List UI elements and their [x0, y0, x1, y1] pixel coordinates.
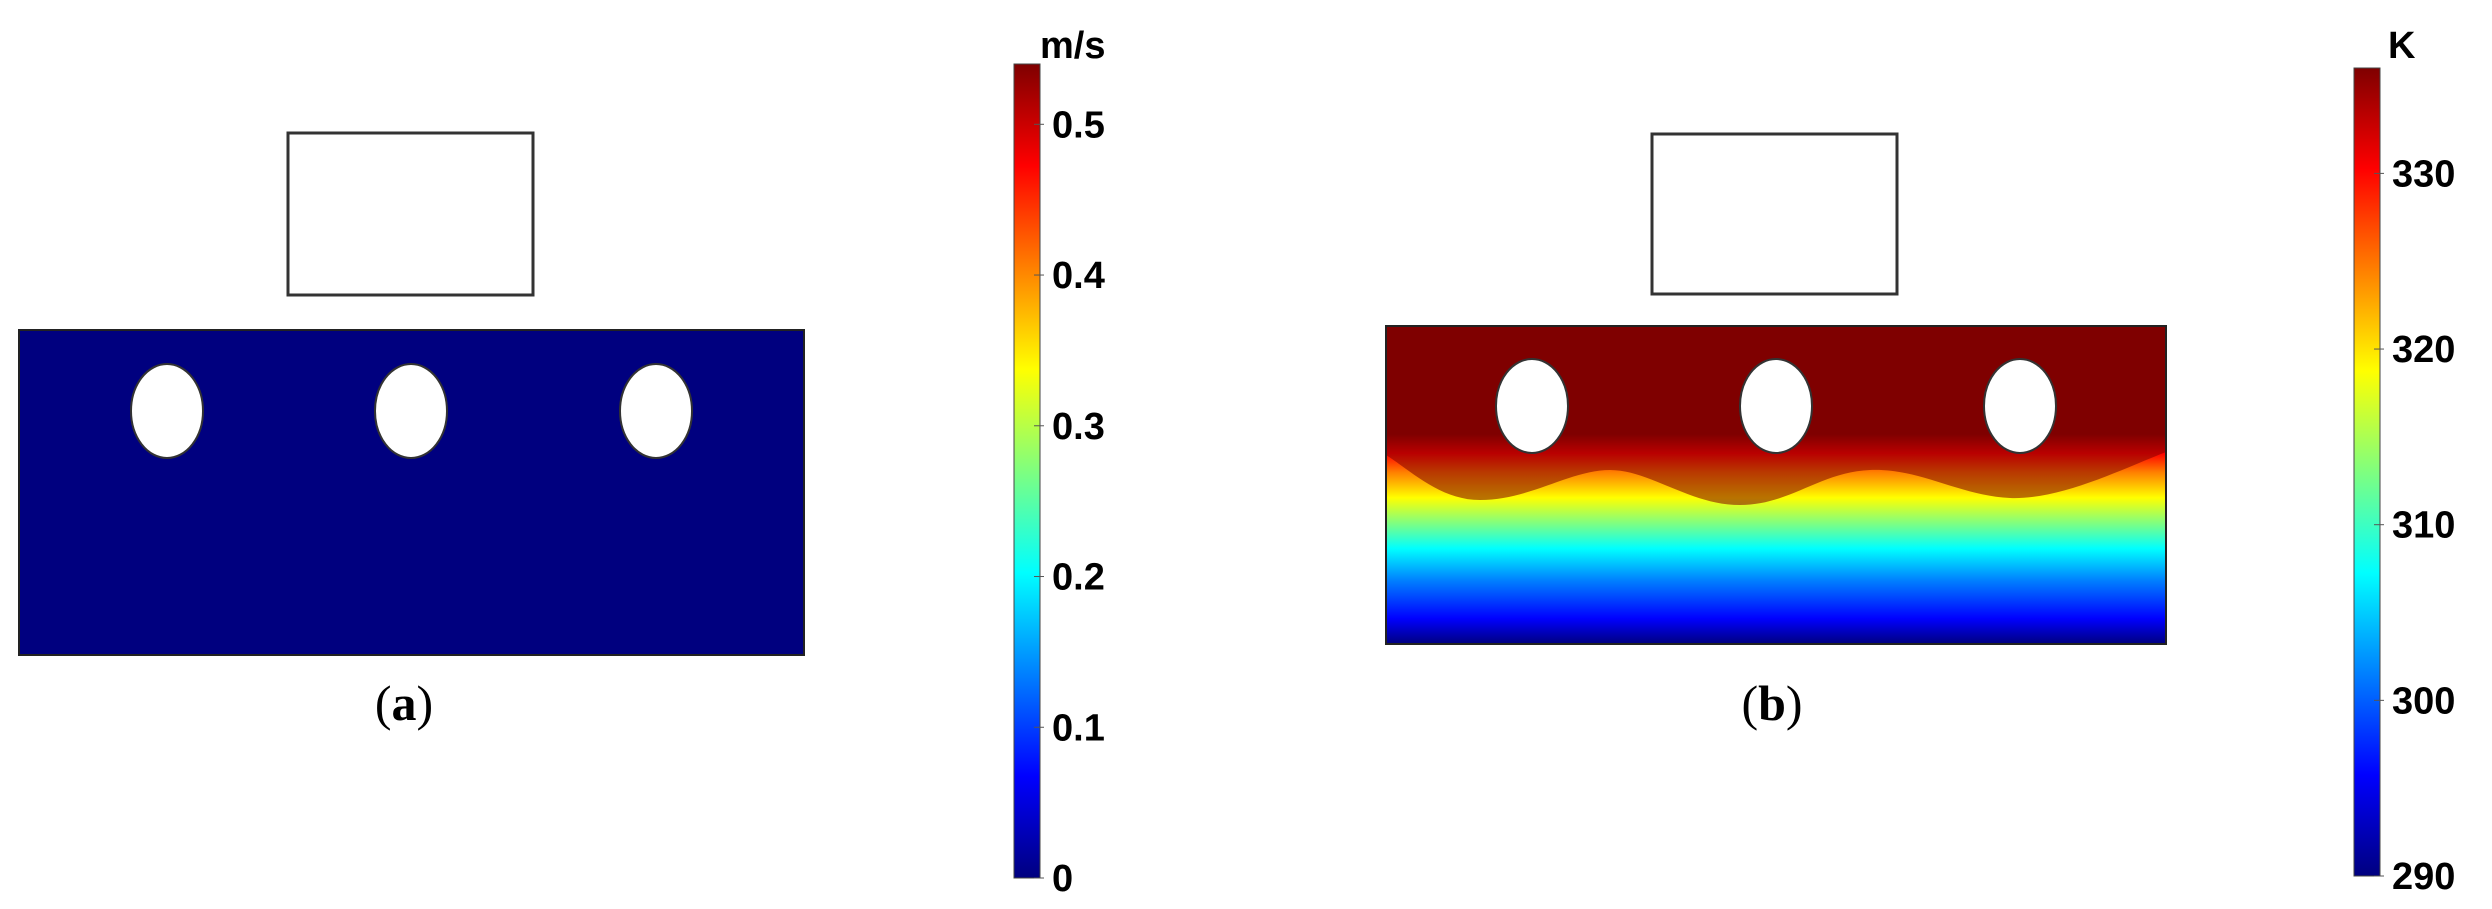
colorbar-tick-label: 0.4 [1052, 255, 1105, 297]
colorbar-temperature-ticks: 330 320 310 300 290 [2374, 153, 2455, 898]
panel-a: (a) [18, 131, 805, 731]
colorbar-tick-label: 0.3 [1052, 406, 1105, 448]
colorbar-tick-label: 290 [2392, 856, 2455, 898]
hole-b-2 [1739, 358, 1813, 454]
colorbar-temperature-unit: K [2388, 25, 2416, 67]
domain-b [1385, 325, 2167, 645]
hole-b-1 [1495, 358, 1569, 454]
colorbar-tick-label: 0.5 [1052, 104, 1105, 146]
colorbar-velocity-unit: m/s [1040, 25, 1105, 67]
caption-b: (b) [1741, 675, 1802, 731]
colorbar-tick-label: 320 [2392, 329, 2455, 371]
colorbar-velocity: 0.5 0.4 0.3 0.2 0.1 0 m/s [1013, 25, 1105, 900]
colorbar-tick-label: 310 [2392, 505, 2455, 547]
colorbar-tick-label: 300 [2392, 680, 2455, 722]
colorbar-tick-label: 330 [2392, 153, 2455, 195]
heat-source-box-b [1650, 132, 1899, 296]
hole-b-3 [1983, 358, 2057, 454]
caption-a: (a) [375, 675, 433, 731]
colorbar-temperature: 330 320 310 300 290 K [2353, 25, 2455, 898]
colorbar-tick-label: 0.1 [1052, 707, 1105, 749]
heat-source-box-a [286, 131, 535, 297]
hole-a-2 [374, 363, 448, 459]
colorbar-temperature-bar [2353, 67, 2381, 877]
colorbar-velocity-bar [1013, 63, 1041, 879]
hole-a-1 [130, 363, 204, 459]
colorbar-tick-label: 0.2 [1052, 557, 1105, 599]
hole-a-3 [619, 363, 693, 459]
panel-b: (b) [1385, 132, 2167, 731]
colorbar-velocity-ticks: 0.5 0.4 0.3 0.2 0.1 0 [1034, 104, 1105, 900]
colorbar-tick-label: 0 [1052, 858, 1073, 900]
